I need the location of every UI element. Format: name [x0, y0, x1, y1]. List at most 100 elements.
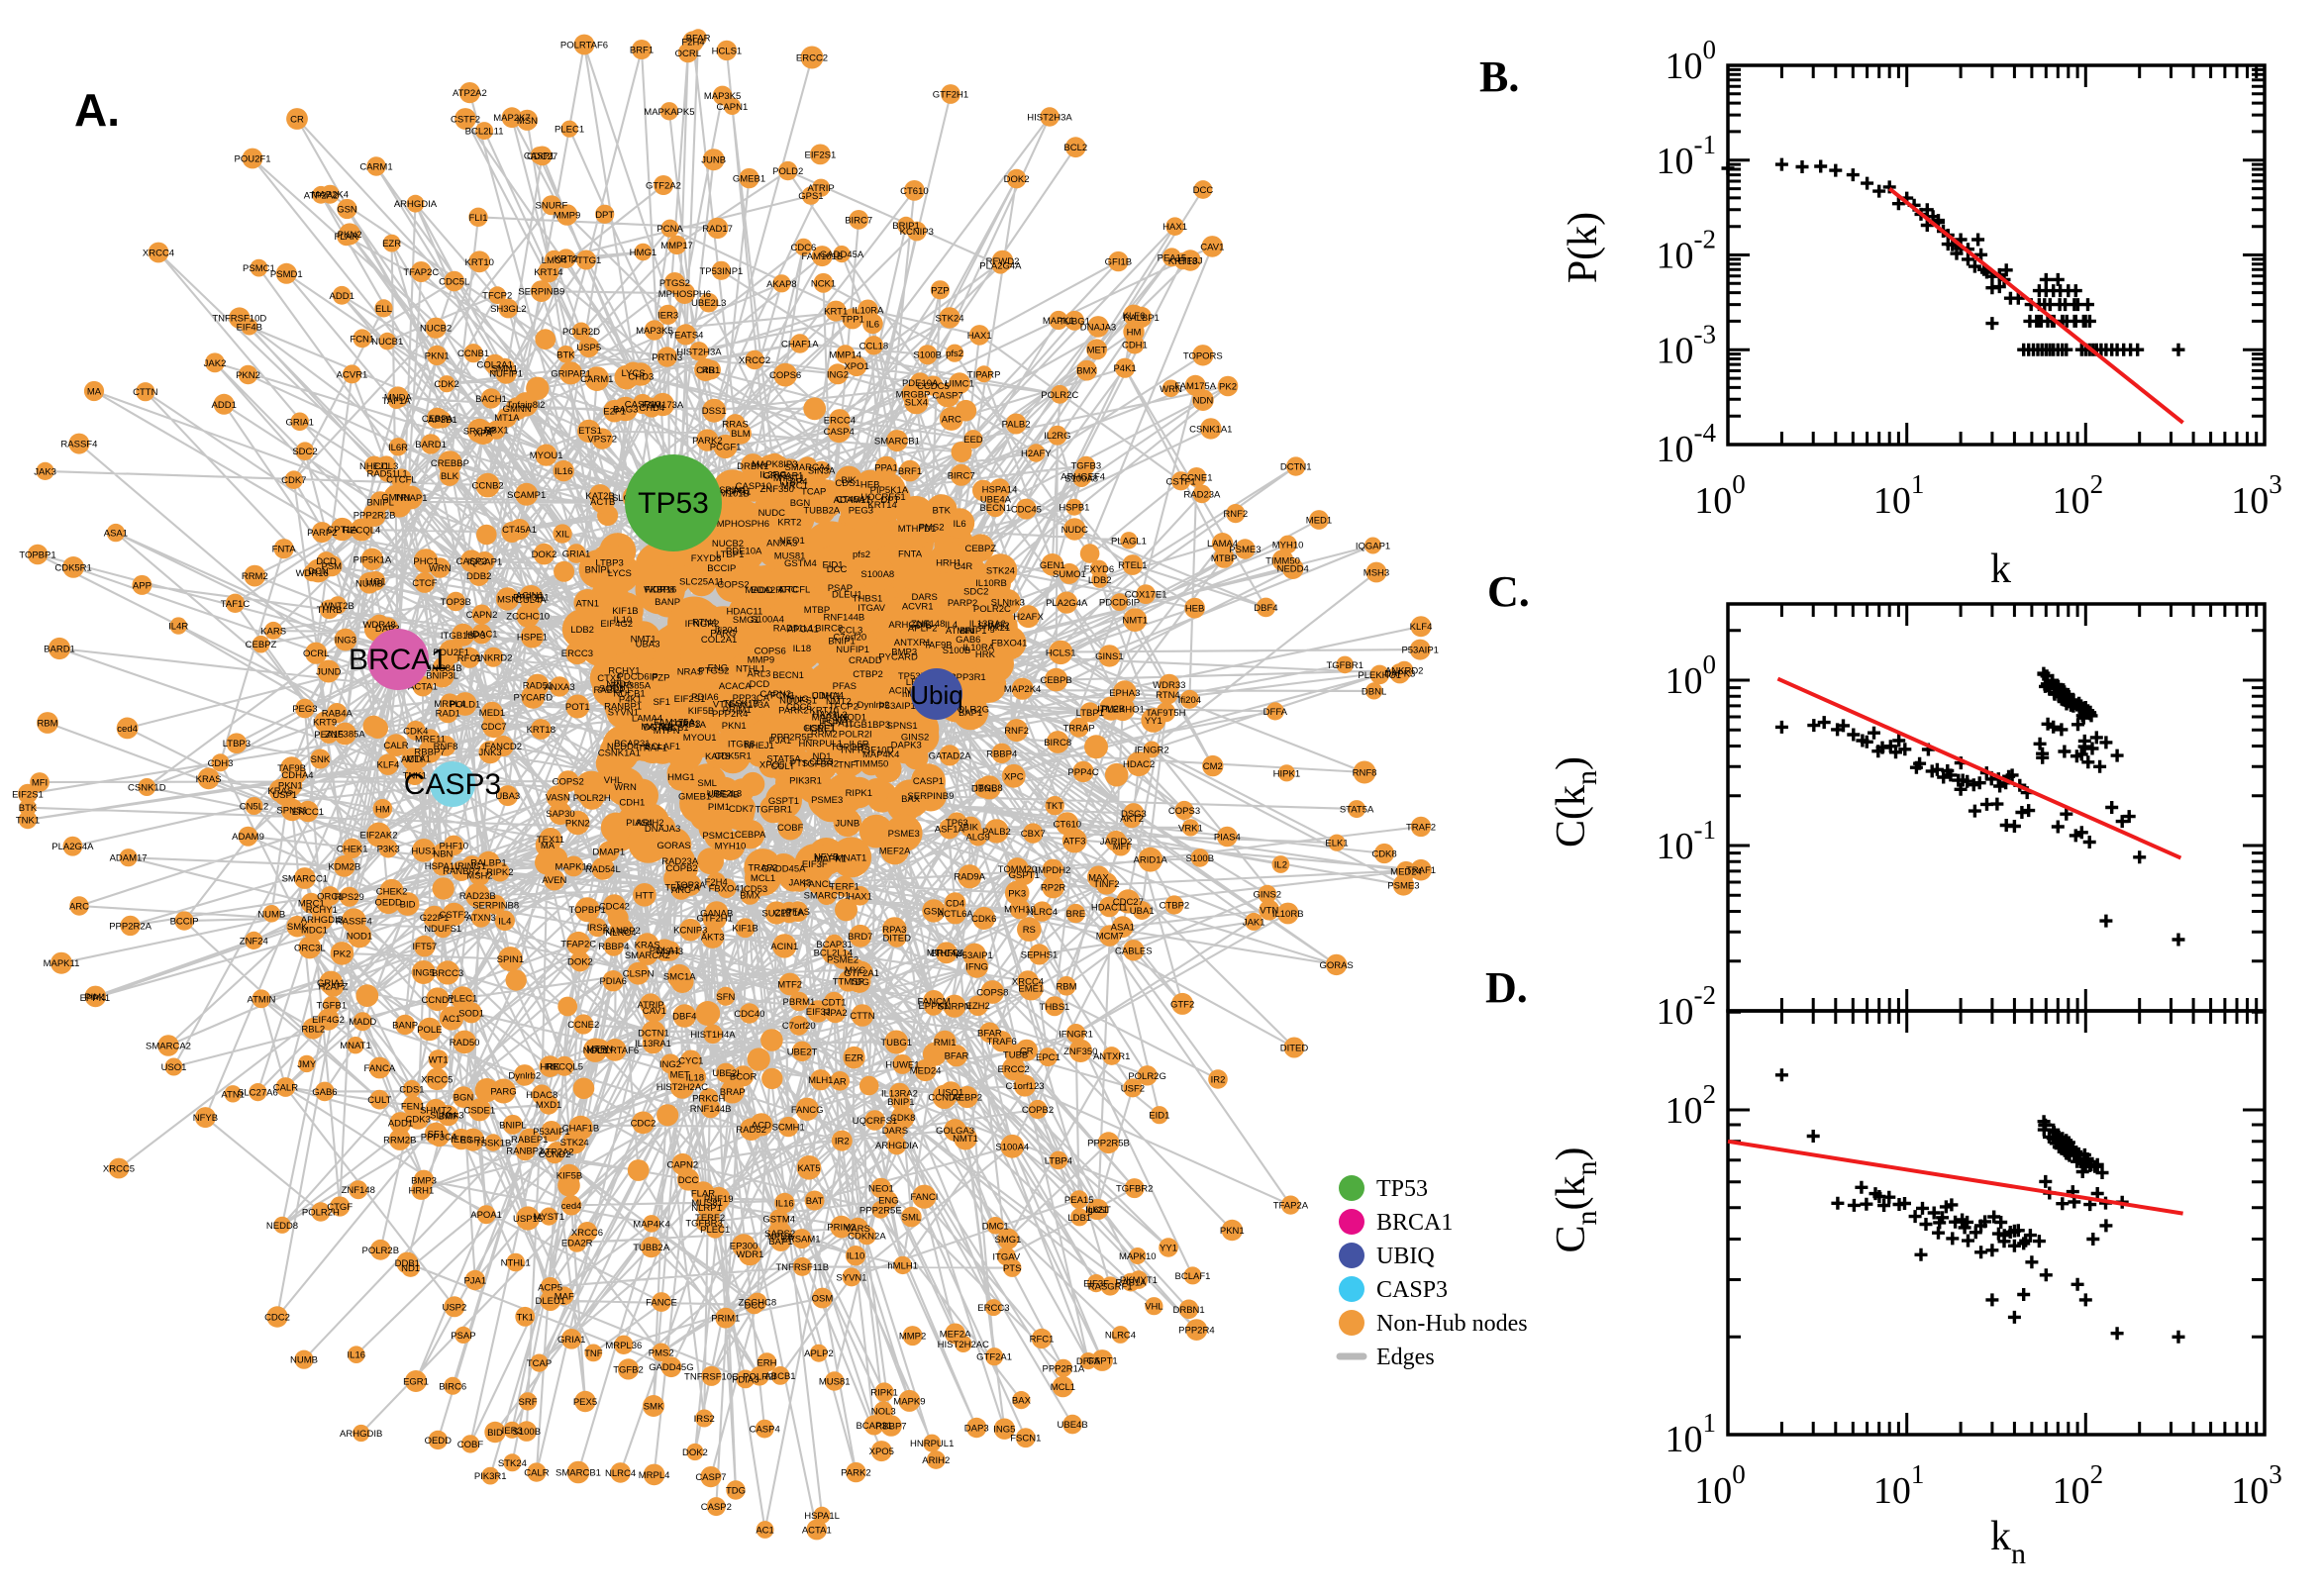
svg-text:VHL: VHL [1145, 1302, 1162, 1313]
svg-text:TNFRSF10D: TNFRSF10D [212, 314, 266, 325]
svg-text:UBE4B: UBE4B [709, 789, 740, 800]
svg-text:VRK1: VRK1 [1178, 823, 1203, 834]
svg-text:PARP2: PARP2 [307, 528, 337, 539]
svg-text:CEBPZ: CEBPZ [246, 640, 277, 650]
svg-text:POLR2I: POLR2I [743, 1371, 776, 1382]
svg-text:CULT: CULT [367, 1095, 391, 1106]
svg-text:EPPK1: EPPK1 [80, 993, 111, 1004]
svg-text:KRT10: KRT10 [464, 257, 493, 268]
svg-text:SML: SML [902, 1213, 922, 1224]
svg-text:CDK5R1: CDK5R1 [54, 562, 92, 573]
svg-text:MTF2: MTF2 [777, 980, 802, 991]
svg-text:TOP3B: TOP3B [441, 597, 471, 608]
svg-text:PSMD1: PSMD1 [270, 269, 303, 280]
svg-text:HIST2H3A: HIST2H3A [1027, 113, 1072, 124]
svg-text:EIF2S1: EIF2S1 [12, 789, 44, 800]
svg-text:MAPK11: MAPK11 [44, 958, 80, 969]
svg-text:RBM: RBM [1056, 981, 1076, 992]
svg-text:WDR16: WDR16 [644, 585, 676, 596]
svg-text:MAP3K5: MAP3K5 [704, 91, 742, 102]
svg-text:PTGS2: PTGS2 [698, 666, 729, 677]
svg-text:CDHA4: CDHA4 [281, 770, 313, 781]
svg-text:ITGB8: ITGB8 [975, 783, 1002, 794]
svg-text:RPA3: RPA3 [882, 925, 906, 936]
svg-text:FANCE: FANCE [646, 1298, 677, 1309]
svg-text:FBXO41: FBXO41 [991, 639, 1027, 649]
svg-text:RBBP4: RBBP4 [598, 942, 629, 952]
svg-text:ARHGDIB: ARHGDIB [301, 915, 344, 926]
svg-text:ARHGDIA: ARHGDIA [875, 1141, 919, 1151]
svg-text:IL6: IL6 [953, 519, 965, 530]
svg-text:BCLAF1: BCLAF1 [1175, 1271, 1211, 1282]
svg-text:CEBPZ: CEBPZ [964, 544, 996, 554]
svg-text:PKN1: PKN1 [425, 350, 450, 361]
svg-text:RAD50: RAD50 [450, 1038, 480, 1048]
svg-text:pfs2: pfs2 [946, 349, 963, 359]
svg-text:RPA2: RPA2 [824, 1008, 848, 1019]
svg-text:S100B: S100B [913, 350, 942, 361]
svg-text:SMK: SMK [644, 1402, 664, 1413]
svg-text:GSTM4: GSTM4 [784, 558, 817, 569]
svg-text:CTCF: CTCF [412, 578, 438, 589]
svg-text:PKN2: PKN2 [565, 819, 590, 830]
svg-text:COX17E1: COX17E1 [1125, 590, 1167, 601]
svg-text:P4K1: P4K1 [619, 694, 642, 705]
svg-text:CALR: CALR [524, 1468, 549, 1479]
svg-text:SF1: SF1 [653, 697, 669, 708]
svg-text:CASP4: CASP4 [750, 1425, 780, 1436]
svg-text:CDK2: CDK2 [434, 379, 458, 390]
svg-text:IL4R: IL4R [168, 622, 188, 633]
svg-text:CSNK1D: CSNK1D [128, 783, 166, 794]
svg-text:NLRC4: NLRC4 [1105, 1331, 1136, 1342]
svg-text:CSNK1A1: CSNK1A1 [1189, 424, 1232, 435]
svg-text:MADD: MADD [745, 585, 772, 596]
svg-text:CDT1: CDT1 [822, 997, 847, 1008]
svg-text:BID: BID [400, 900, 416, 911]
svg-text:RANBP2: RANBP2 [603, 926, 641, 937]
svg-text:MSN: MSN [517, 116, 538, 127]
svg-text:SDC2: SDC2 [963, 587, 988, 598]
svg-text:ced4: ced4 [561, 1201, 582, 1212]
svg-text:NUCB1: NUCB1 [371, 337, 403, 348]
svg-text:BIRC7: BIRC7 [948, 470, 975, 481]
svg-text:BANP: BANP [655, 597, 680, 608]
svg-text:SMG1: SMG1 [733, 615, 759, 626]
svg-text:JNK3: JNK3 [478, 748, 501, 758]
svg-text:KLF4: KLF4 [1410, 622, 1433, 633]
svg-text:IL10: IL10 [847, 1251, 865, 1262]
svg-text:HSPA1L: HSPA1L [804, 1511, 840, 1522]
svg-text:APLP2: APLP2 [804, 1348, 834, 1359]
svg-text:HTT: HTT [636, 890, 655, 901]
svg-text:CDC6: CDC6 [790, 243, 816, 253]
svg-text:WDR1: WDR1 [736, 1249, 763, 1260]
svg-text:SH3GL2: SH3GL2 [490, 304, 526, 315]
svg-text:LTBP4: LTBP4 [1045, 1155, 1072, 1166]
svg-text:CABLES: CABLES [1115, 946, 1153, 956]
svg-text:ATF3: ATF3 [1063, 837, 1086, 848]
svg-text:HIST2H2AC: HIST2H2AC [656, 1082, 708, 1093]
svg-text:ASA1: ASA1 [104, 529, 128, 540]
svg-text:KARS: KARS [260, 626, 286, 637]
svg-text:IL16: IL16 [775, 1199, 794, 1210]
svg-text:MAPK8IP3: MAPK8IP3 [752, 459, 797, 470]
svg-text:FANCI: FANCI [910, 1192, 938, 1203]
svg-text:RNF2: RNF2 [1004, 726, 1029, 737]
svg-text:ACTL6A: ACTL6A [938, 909, 974, 920]
svg-text:GFI1B: GFI1B [1105, 257, 1132, 268]
svg-text:JAK3: JAK3 [34, 466, 56, 477]
svg-text:HEB: HEB [860, 480, 880, 491]
svg-text:NDUFS1: NDUFS1 [424, 924, 461, 935]
svg-text:ANTXR1: ANTXR1 [894, 638, 931, 648]
svg-text:CCL3: CCL3 [839, 626, 862, 637]
svg-text:NFYB: NFYB [193, 1113, 218, 1124]
svg-text:PLA2G4A: PLA2G4A [1046, 598, 1088, 609]
svg-text:TUBG1: TUBG1 [1059, 316, 1090, 327]
svg-text:IER3: IER3 [657, 310, 678, 321]
svg-text:GEN1: GEN1 [1040, 560, 1065, 571]
svg-text:PPP2R5E: PPP2R5E [859, 1205, 902, 1216]
svg-text:EID1: EID1 [822, 560, 843, 571]
svg-text:SYVN1: SYVN1 [836, 1272, 866, 1283]
svg-text:LTBP3: LTBP3 [595, 558, 623, 569]
svg-text:IR2: IR2 [835, 1137, 850, 1147]
svg-text:BRF1: BRF1 [898, 466, 922, 477]
